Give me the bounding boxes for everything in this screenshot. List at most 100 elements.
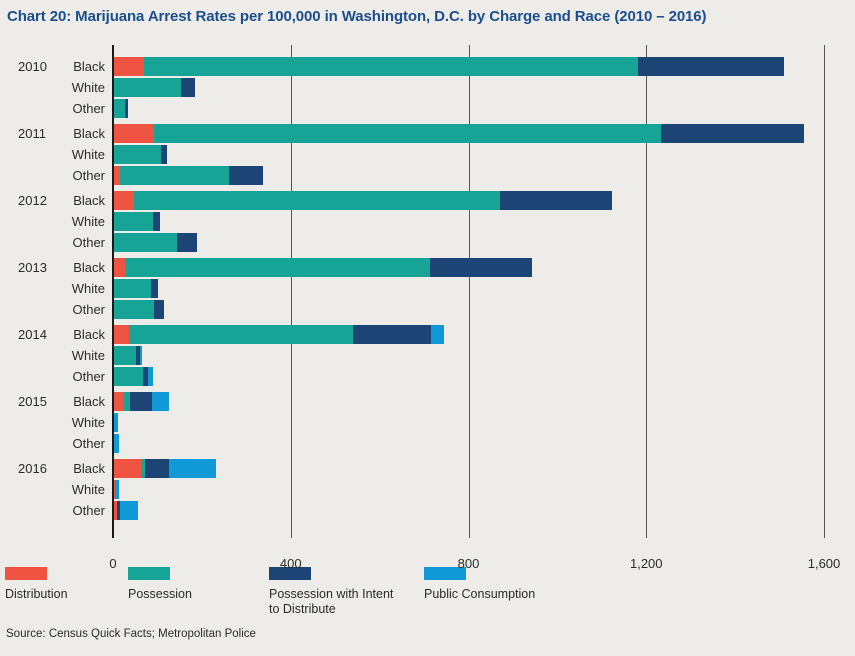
bar-segment-public-consumption xyxy=(169,459,217,478)
year-group-2016: 2016 Black White Other xyxy=(0,459,855,520)
bar-segment-possession-with-intent-to-distribute xyxy=(136,346,140,365)
bar-row-2011-black: 2011 Black xyxy=(0,124,855,143)
year-label xyxy=(0,434,50,453)
year-label xyxy=(0,145,50,164)
bar-track xyxy=(113,233,855,252)
gridline-1-200 xyxy=(646,45,648,538)
bar-segment-possession xyxy=(120,166,229,185)
bar-track xyxy=(113,501,855,520)
bar-segment-possession-with-intent-to-distribute xyxy=(153,212,161,231)
bar-row-2014-white: White xyxy=(0,346,855,365)
year-label: 2010 xyxy=(18,59,47,74)
bar-track xyxy=(113,459,855,478)
source-note: Source: Census Quick Facts; Metropolitan… xyxy=(6,628,256,640)
race-label: Black xyxy=(73,260,105,275)
race-label: White xyxy=(71,348,105,363)
bar-segment-possession xyxy=(114,367,143,386)
bar-track xyxy=(113,346,855,365)
bar-segment-possession-with-intent-to-distribute xyxy=(228,166,264,185)
bar-segment-public-consumption xyxy=(114,480,119,499)
race-label: Black xyxy=(73,126,105,141)
chart-legend: Distribution Possession Possession with In… xyxy=(0,567,855,623)
bar-segment-distribution xyxy=(113,57,144,76)
legend-swatch-distribution xyxy=(5,567,47,580)
bar-segment-distribution xyxy=(113,459,141,478)
bar-segment-public-consumption xyxy=(430,325,445,344)
year-label: 2013 xyxy=(18,260,47,275)
bar-segment-possession-with-intent-to-distribute xyxy=(116,501,120,520)
chart-title: Chart 20: Marijuana Arrest Rates per 100… xyxy=(7,8,707,25)
year-label: 2014 xyxy=(18,327,47,342)
bar-segment-possession-with-intent-to-distribute xyxy=(660,124,804,143)
gridline-400 xyxy=(290,45,292,538)
bar-segment-possession-with-intent-to-distribute xyxy=(142,367,148,386)
year-group-2010: 2010 Black White Other xyxy=(0,57,855,118)
bar-segment-possession-with-intent-to-distribute xyxy=(180,78,195,97)
year-group-2011: 2011 Black White Other xyxy=(0,124,855,185)
bar-row-2015-black: 2015 Black xyxy=(0,392,855,411)
year-label xyxy=(0,413,50,432)
race-label: Black xyxy=(73,461,105,476)
bar-row-2016-other: Other xyxy=(0,501,855,520)
year-label: 2011 xyxy=(18,126,46,141)
bar-segment-public-consumption xyxy=(139,346,142,365)
bar-segment-distribution xyxy=(113,325,130,344)
bar-row-2013-black: 2013 Black xyxy=(0,258,855,277)
bar-segment-possession-with-intent-to-distribute xyxy=(160,145,168,164)
bar-row-2010-black: 2010 Black xyxy=(0,57,855,76)
bar-segment-public-consumption xyxy=(114,413,118,432)
bar-row-2011-other: Other xyxy=(0,166,855,185)
legend-label: Public Consumption xyxy=(424,587,536,601)
bar-track xyxy=(113,145,855,164)
bar-row-2013-other: Other xyxy=(0,300,855,319)
bar-segment-possession xyxy=(133,191,501,210)
bar-row-2010-other: Other xyxy=(0,99,855,118)
race-label: Black xyxy=(73,59,105,74)
bar-segment-public-consumption xyxy=(113,434,120,453)
legend-swatch-possession_with_intent xyxy=(269,567,311,580)
legend-swatch-possession xyxy=(128,567,170,580)
year-label xyxy=(0,279,50,298)
bar-segment-public-consumption xyxy=(151,392,169,411)
bar-track xyxy=(113,166,855,185)
bar-segment-possession xyxy=(113,145,161,164)
bar-segment-distribution xyxy=(113,191,134,210)
bar-segment-distribution xyxy=(113,392,125,411)
bar-segment-possession xyxy=(113,212,154,231)
year-label xyxy=(0,367,50,386)
legend-label: Possession with Intent to Distribute xyxy=(269,587,394,616)
bar-track xyxy=(113,78,855,97)
bar-track xyxy=(113,413,855,432)
bar-row-2016-black: 2016 Black xyxy=(0,459,855,478)
bar-row-2015-other: Other xyxy=(0,434,855,453)
bar-segment-possession-with-intent-to-distribute xyxy=(129,392,152,411)
chart-plot-area: 2010 Black White Other 2011 Black White Other 20… xyxy=(0,45,855,538)
bar-row-2016-white: White xyxy=(0,480,855,499)
bar-segment-possession xyxy=(113,279,152,298)
race-label: White xyxy=(71,214,105,229)
bar-row-2012-black: 2012 Black xyxy=(0,191,855,210)
bar-row-2012-white: White xyxy=(0,212,855,231)
bar-segment-possession xyxy=(129,325,353,344)
race-label: Other xyxy=(72,369,105,384)
bar-segment-public-consumption xyxy=(147,367,154,386)
year-label xyxy=(0,346,50,365)
race-label: Black xyxy=(73,193,105,208)
bar-track xyxy=(113,480,855,499)
bar-track xyxy=(113,191,855,210)
race-label: White xyxy=(71,147,105,162)
bar-segment-possession xyxy=(113,99,126,118)
year-group-2012: 2012 Black White Other xyxy=(0,191,855,252)
bar-segment-possession xyxy=(113,78,181,97)
x-axis-tick-labels: 0 400 800 1,200 1,600 xyxy=(0,556,855,574)
year-label xyxy=(0,212,50,231)
race-label: Black xyxy=(73,327,105,342)
bar-track xyxy=(113,258,855,277)
legend-item-possession-with-intent-to-distribute: Possession with Intent to Distribute xyxy=(269,567,394,617)
bar-track xyxy=(113,57,855,76)
year-label: 2016 xyxy=(18,461,47,476)
race-label: White xyxy=(71,80,105,95)
bar-segment-distribution xyxy=(113,166,121,185)
x-tick-label-1-600: 1,600 xyxy=(807,556,841,571)
